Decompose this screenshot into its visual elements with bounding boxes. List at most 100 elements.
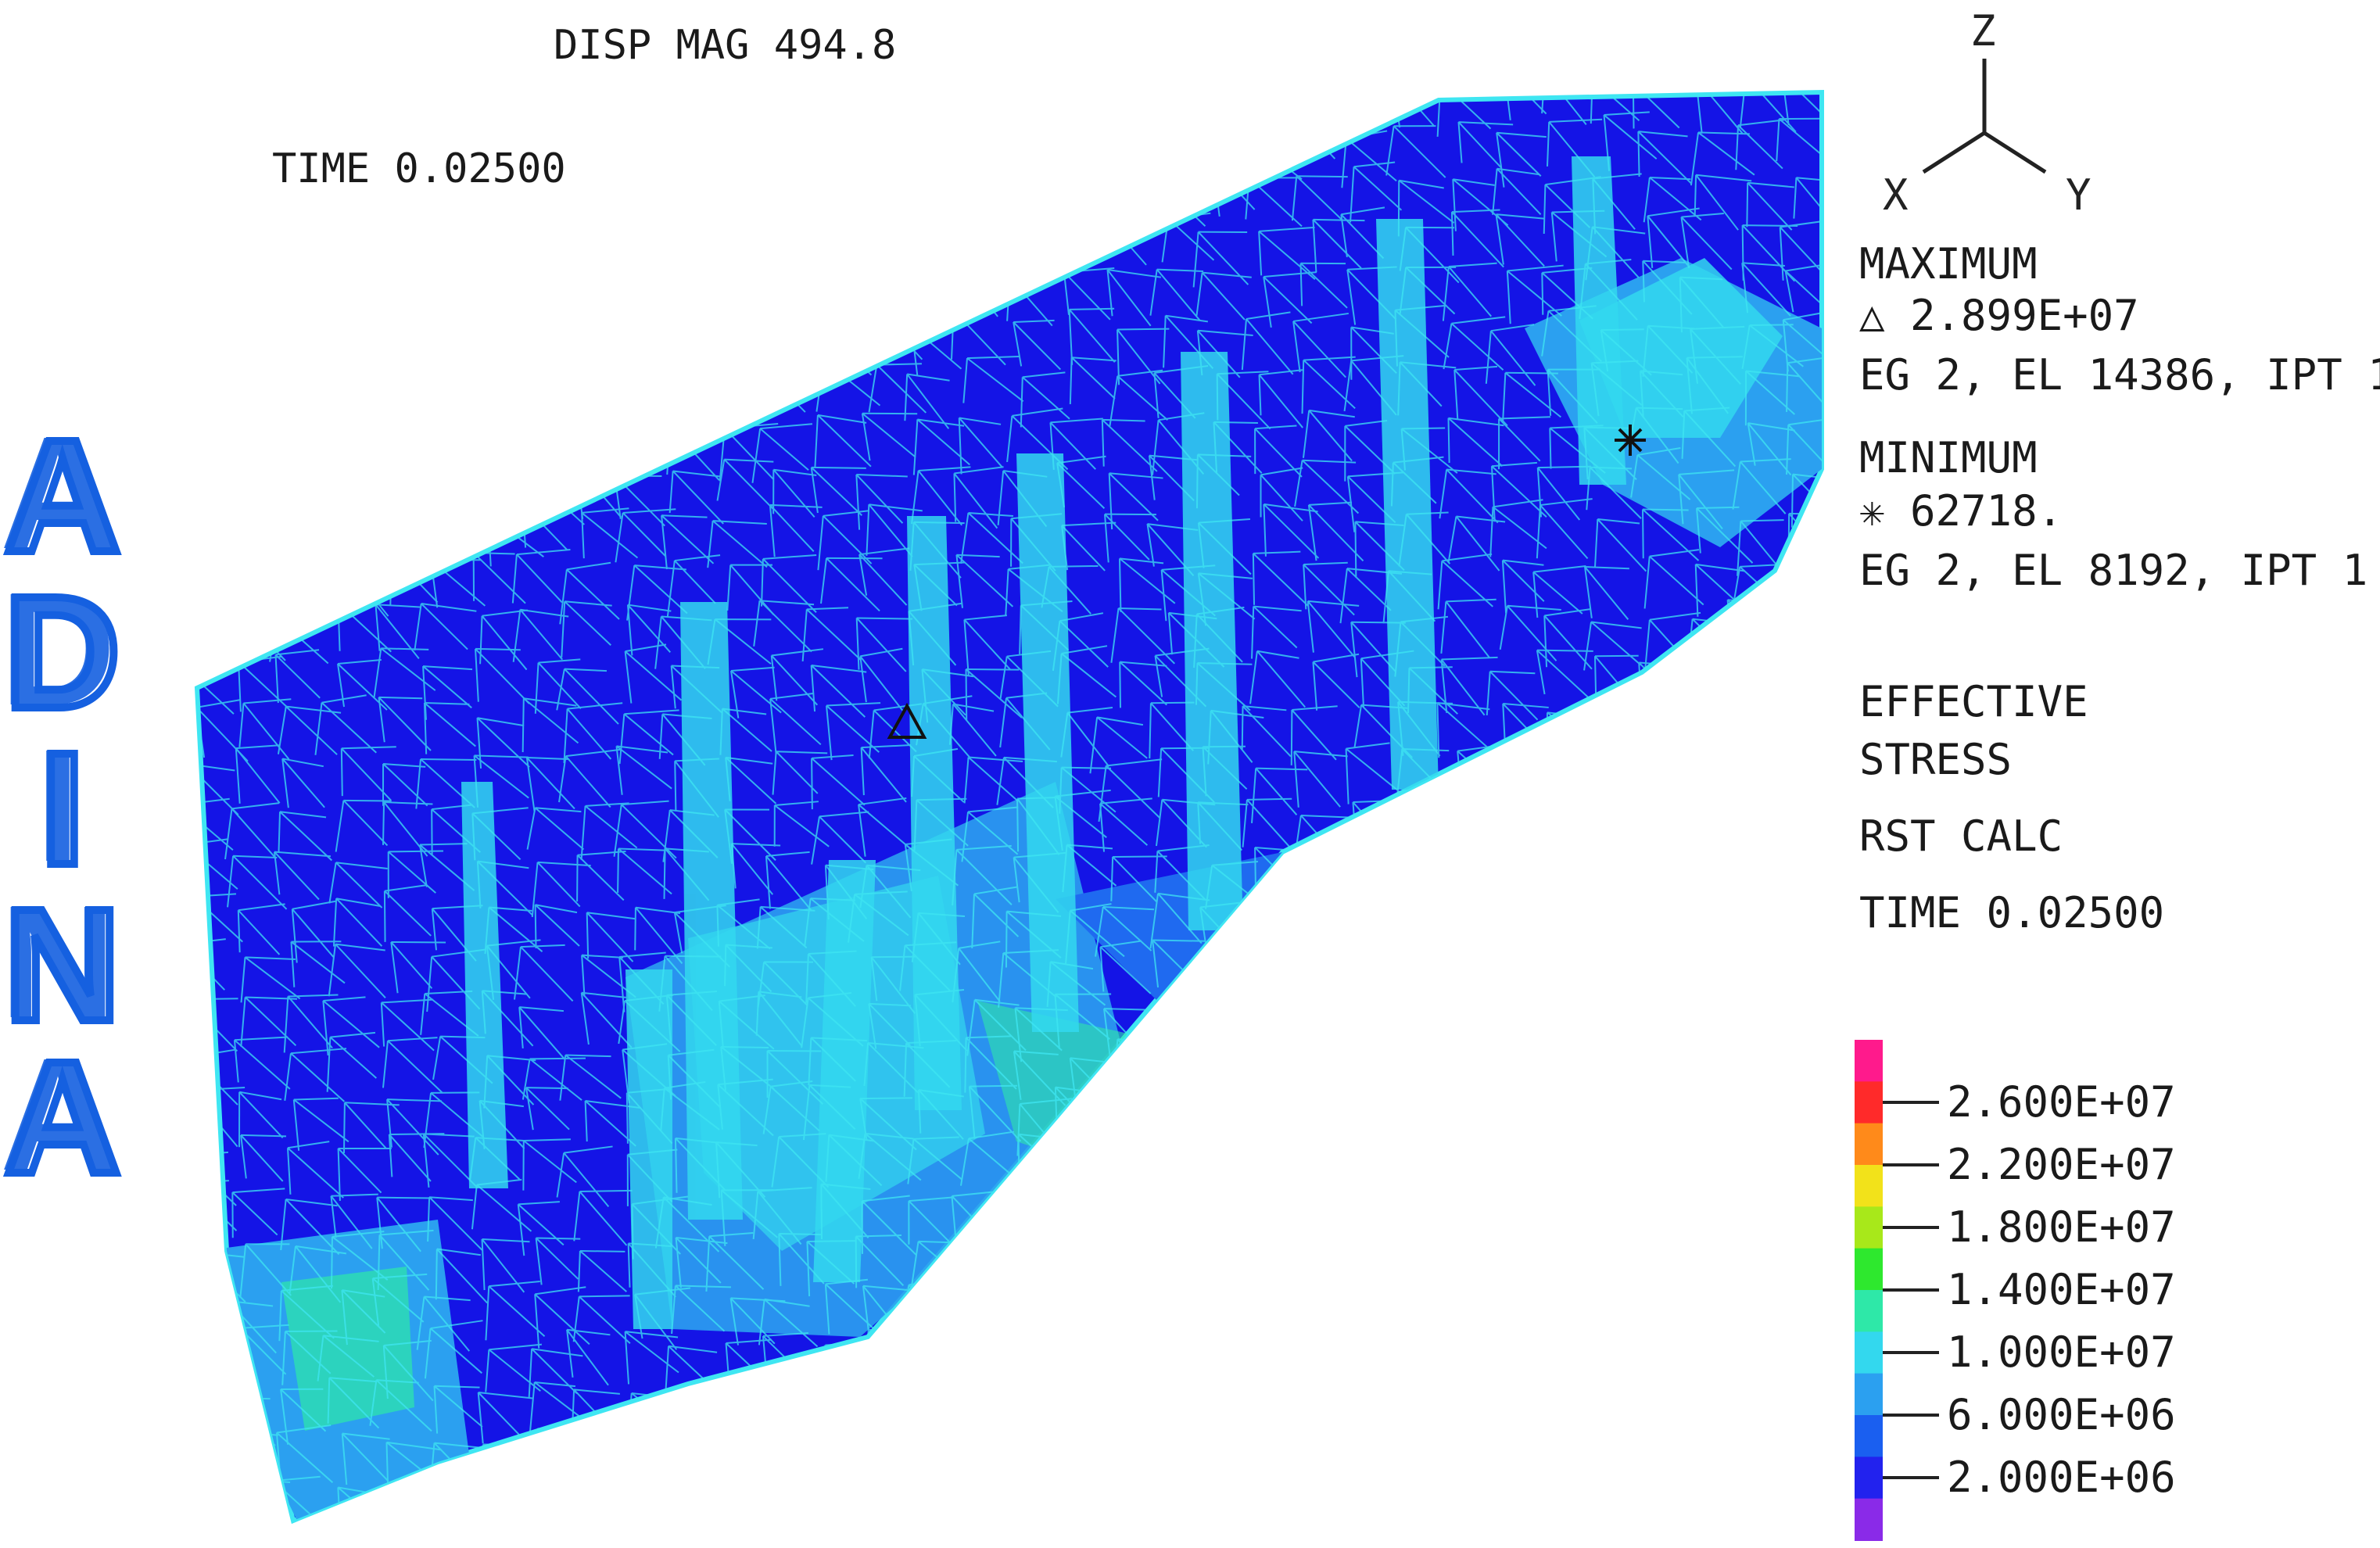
mesh-edge [392,1492,438,1538]
mesh-edge [1688,652,1695,706]
mesh-edge [1637,815,1681,864]
mesh-edge [1789,514,1834,565]
mesh-edge [1212,1086,1263,1138]
mesh-edge [1252,898,1294,903]
mesh-edge [1299,1347,1304,1395]
mesh-edge [807,70,809,124]
mesh-edge [1733,1001,1782,1042]
mesh-edge [1644,1532,1645,1542]
mesh-edge [1261,1151,1304,1200]
mesh-edge [532,415,582,422]
mesh-edge [1112,1393,1153,1395]
mesh-edge [709,375,751,418]
mesh-edge [756,328,763,377]
mesh-edge [1741,1288,1791,1294]
mesh-edge [1053,1438,1099,1491]
mesh-edge [1695,652,1750,654]
mesh-edge [1698,1392,1741,1446]
mesh-edge [729,1385,731,1431]
mesh-edge [371,124,421,165]
mesh-edge [1787,663,1792,717]
mesh-edge [180,805,185,850]
mesh-edge [379,184,387,224]
mesh-edge [1010,76,1011,128]
mesh-edge [1531,1248,1536,1291]
mesh-edge [674,65,719,67]
mesh-edge [1494,1335,1540,1338]
mesh-edge [192,1532,198,1542]
mesh-edge [762,87,768,140]
mesh-edge [1354,1523,1410,1530]
mesh-edge [1212,1141,1263,1145]
mesh-edge [188,556,192,604]
mesh-edge [382,322,437,378]
mesh-edge [1584,1240,1625,1287]
mesh-edge [1777,901,1782,955]
mesh-edge [1746,72,1788,77]
mesh-edge [1593,1442,1636,1447]
mesh-edge [768,1388,774,1437]
mesh-edge [1605,987,1659,988]
mesh-edge [1395,1048,1439,1056]
mesh-edge [231,427,284,476]
mesh-edge [1553,858,1597,864]
mesh-edge [570,86,574,131]
mesh-edge [1701,1103,1706,1156]
mesh-edge [1780,1392,1826,1443]
mesh-edge [389,851,443,852]
mesh-edge [229,461,284,463]
mesh-edge [1651,843,1694,850]
mesh-edge [1728,600,1783,654]
mesh-edge [1296,176,1348,177]
mesh-edge [1210,998,1211,1042]
mesh-edge [1649,1430,1704,1485]
mesh-edge [337,477,342,522]
mesh-edge [675,118,726,121]
mesh-edge [384,276,387,318]
mesh-edge [235,263,238,318]
mesh-edge [526,176,530,219]
mesh-edge [1306,76,1361,127]
mesh-edge [1554,1526,1602,1532]
mesh-edge [1547,894,1599,937]
mesh-edge [582,229,637,236]
mesh-edge [1102,1134,1110,1179]
mesh-edge [1410,1328,1455,1375]
mesh-edge [441,187,492,242]
mesh-edge [225,1398,271,1399]
mesh-edge [1499,1197,1551,1200]
mesh-edge [1049,1486,1095,1487]
mesh-edge [955,217,1008,221]
mesh-edge [1683,913,1686,955]
mesh-edge [182,129,225,132]
mesh-edge [1306,855,1360,861]
mesh-edge [1103,1486,1109,1540]
mesh-edge [1052,1327,1095,1331]
mesh-edge [475,649,521,650]
mesh-edge [1555,1391,1602,1394]
mesh-edge [911,1348,962,1353]
mesh-edge [1410,1379,1461,1385]
mesh-edge [912,1385,965,1430]
mesh-edge [1306,855,1350,908]
mesh-edge [1104,124,1151,177]
mesh-edge [568,406,620,460]
mesh-edge [1197,1202,1200,1251]
mesh-edge [1253,1537,1259,1542]
mesh-edge [613,266,661,310]
mesh-edge [287,124,339,179]
mesh-edge [1341,1046,1392,1096]
mesh-edge [1645,1532,1695,1542]
mesh-edge [1788,1474,1838,1529]
mesh-edge [1401,1203,1453,1206]
mesh-edge [618,84,625,138]
result-time: TIME 0.02500 [1859,888,2164,938]
mesh-edge [1294,115,1335,159]
mesh-edge [808,1482,858,1484]
mesh-edge [675,118,717,164]
mesh-edge [280,369,334,421]
axis-y-label: Y [2066,170,2091,219]
mesh-edge [1697,1392,1698,1447]
mesh-edge [1646,1481,1650,1529]
mesh-edge [1011,1380,1052,1426]
